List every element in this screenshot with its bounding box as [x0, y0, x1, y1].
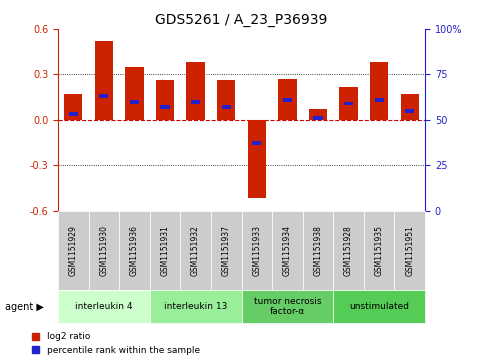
Text: GSM1151951: GSM1151951	[405, 225, 414, 276]
Text: GSM1151928: GSM1151928	[344, 225, 353, 276]
Bar	[252, 142, 261, 145]
Text: interleukin 13: interleukin 13	[164, 302, 227, 311]
Text: GSM1151931: GSM1151931	[160, 225, 170, 276]
Text: GSM1151938: GSM1151938	[313, 225, 323, 276]
Bar	[69, 113, 78, 116]
Bar	[405, 109, 414, 113]
Bar	[278, 79, 297, 120]
Text: GSM1151930: GSM1151930	[99, 225, 108, 276]
Legend: log2 ratio, percentile rank within the sample: log2 ratio, percentile rank within the s…	[28, 329, 203, 359]
Bar	[64, 94, 83, 120]
Bar	[283, 98, 292, 102]
Bar	[375, 98, 384, 102]
Bar	[130, 100, 139, 103]
Text: tumor necrosis
factor-α: tumor necrosis factor-α	[254, 297, 321, 317]
Bar	[160, 105, 170, 109]
Bar	[370, 62, 388, 120]
Text: GSM1151932: GSM1151932	[191, 225, 200, 276]
Bar	[309, 109, 327, 120]
Bar	[156, 81, 174, 120]
Bar	[186, 62, 205, 120]
Bar	[400, 94, 419, 120]
Bar	[222, 105, 231, 109]
Bar	[125, 67, 143, 120]
Bar	[191, 100, 200, 103]
Bar	[99, 94, 109, 98]
Text: unstimulated: unstimulated	[349, 302, 409, 311]
Text: GSM1151933: GSM1151933	[252, 225, 261, 276]
Text: GSM1151934: GSM1151934	[283, 225, 292, 276]
Bar	[313, 116, 323, 120]
Bar	[340, 86, 358, 120]
Text: agent ▶: agent ▶	[5, 302, 43, 312]
Text: GSM1151929: GSM1151929	[69, 225, 78, 276]
Text: GSM1151935: GSM1151935	[375, 225, 384, 276]
Bar	[248, 120, 266, 199]
Title: GDS5261 / A_23_P36939: GDS5261 / A_23_P36939	[156, 13, 327, 26]
Bar	[344, 102, 353, 105]
Text: GSM1151936: GSM1151936	[130, 225, 139, 276]
Bar	[95, 41, 113, 120]
Text: GSM1151937: GSM1151937	[222, 225, 231, 276]
Bar	[217, 81, 235, 120]
Text: interleukin 4: interleukin 4	[75, 302, 133, 311]
